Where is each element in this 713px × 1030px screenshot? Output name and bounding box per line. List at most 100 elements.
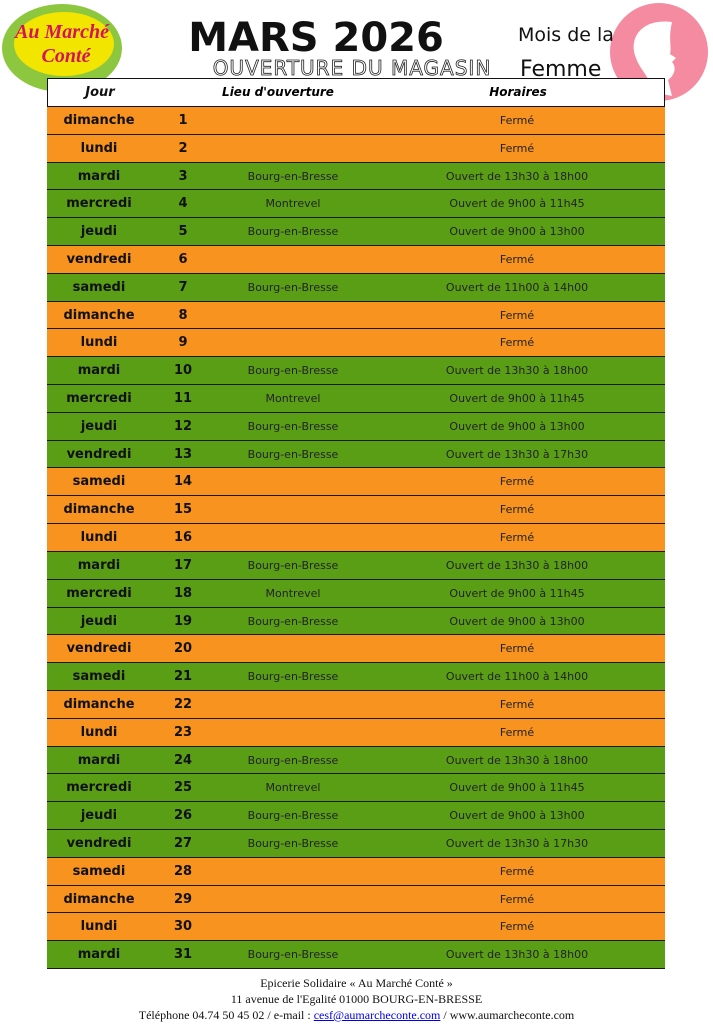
- day-name: mardi: [77, 168, 121, 184]
- hours: Fermé: [499, 141, 535, 155]
- location: Bourg-en-Bresse: [247, 809, 339, 823]
- table-row: samedi 21 Bourg-en-Bresse Ouvert de 11h00 à…: [47, 663, 665, 691]
- hours: Ouvert de 9h00 à 11h45: [449, 392, 585, 406]
- day-number: 3: [178, 168, 188, 184]
- hours: Fermé: [499, 114, 535, 127]
- logo-inner: [14, 12, 114, 76]
- day-number: 5: [178, 224, 188, 240]
- femme-face: [633, 21, 676, 97]
- day-name: vendredi: [66, 641, 132, 657]
- table-row: mardi 10 Bourg-en-Bresse Ouvert de 13h30 à …: [47, 357, 665, 386]
- day-number: 7: [178, 279, 188, 295]
- hours: Fermé: [499, 308, 535, 322]
- column-header: Jour: [85, 85, 115, 100]
- hours: Ouvert de 9h00 à 11h45: [449, 781, 585, 795]
- day-number: 20: [173, 641, 193, 657]
- location: Bourg-en-Bresse: [247, 280, 339, 294]
- location: Montrevel: [265, 197, 321, 211]
- day-number: 8: [178, 307, 188, 323]
- day-name: vendredi: [66, 446, 132, 462]
- day-number: 15: [173, 502, 193, 518]
- day-number: 23: [173, 724, 193, 740]
- table-row: mardi 17 Bourg-en-Bresse Ouvert de 13h30 à …: [47, 551, 665, 580]
- email-link[interactable]: cesf@aumarcheconte.com: [313, 1008, 441, 1022]
- day-name: lundi: [80, 724, 118, 740]
- hours: Ouvert de 9h00 à 11h45: [449, 197, 585, 211]
- subtitle: OUVERTURE DU MAGASIN: [213, 56, 492, 80]
- table-row: mardi 3 Bourg-en-Bresse Ouvert de 13h30 à 1…: [47, 162, 665, 191]
- hours: Fermé: [499, 864, 535, 878]
- column-header: Horaires: [489, 85, 547, 99]
- day-number: 12: [173, 418, 193, 434]
- hours: Fermé: [499, 697, 535, 711]
- day-number: 31: [173, 947, 193, 963]
- day-number: 30: [173, 919, 193, 935]
- table-row: mercredi 18 Montrevel Ouvert de 9h00 à 11h4…: [47, 579, 665, 608]
- day-name: vendredi: [66, 252, 132, 268]
- day-number: 29: [173, 891, 193, 907]
- logo-text: Au Marché: [13, 21, 110, 43]
- table-row: samedi 7 Bourg-en-Bresse Ouvert de 11h00 à …: [47, 273, 665, 302]
- day-number: 26: [173, 808, 193, 824]
- table-row: vendredi 6 Fermé: [47, 246, 665, 274]
- hours: Ouvert de 11h00 à 14h00: [445, 280, 589, 294]
- hours: Ouvert de 13h30 à 17h30: [445, 836, 589, 850]
- table-row: lundi 9 Fermé: [47, 329, 665, 358]
- table-row: mardi 31 Bourg-en-Bresse Ouvert de 13h30 à …: [47, 941, 665, 969]
- day-number: 27: [173, 835, 193, 851]
- day-number: 13: [173, 446, 193, 462]
- day-number: 19: [173, 613, 193, 629]
- day-name: mardi: [77, 363, 121, 379]
- hours: Ouvert de 13h30 à 18h00: [445, 169, 589, 183]
- day-number: 6: [178, 252, 188, 268]
- location: Bourg-en-Bresse: [247, 614, 339, 628]
- hours: Ouvert de 13h30 à 17h30: [445, 447, 589, 461]
- table-header: Jour Lieu d'ouverture Horaires: [47, 78, 665, 107]
- location: Bourg-en-Bresse: [247, 225, 339, 239]
- day-number: 9: [178, 335, 188, 351]
- day-name: lundi: [80, 919, 118, 935]
- day-number: 10: [173, 363, 193, 379]
- location: Bourg-en-Bresse: [247, 948, 339, 962]
- day-name: mercredi: [66, 585, 132, 601]
- table-row: mercredi 4 Montrevel Ouvert de 9h00 à 11h45: [47, 190, 665, 219]
- day-name: dimanche: [63, 307, 135, 323]
- footer-line: 11 avenue de l'Egalité 01000 BOURG-EN-BR…: [230, 992, 483, 1006]
- day-number: 1: [178, 113, 188, 128]
- header-graphics: Au Marché Conté MARS 2026 OUVERTURE DU M…: [2, 3, 708, 101]
- theme: Mois de la: [518, 24, 614, 46]
- day-name: lundi: [80, 335, 118, 351]
- table-row: mardi 24 Bourg-en-Bresse Ouvert de 13h30 à …: [47, 746, 665, 775]
- table-row: lundi 16 Fermé: [47, 524, 665, 552]
- day-name: lundi: [80, 530, 118, 546]
- location: Bourg-en-Bresse: [247, 753, 339, 767]
- table-row: jeudi 5 Bourg-en-Bresse Ouvert de 9h00 à 13…: [47, 218, 665, 247]
- table-row: dimanche 1 Fermé: [47, 107, 665, 135]
- day-number: 18: [173, 585, 193, 601]
- table-row: lundi 30 Fermé: [47, 913, 665, 942]
- table-row: dimanche 22 Fermé: [47, 690, 665, 719]
- day-name: dimanche: [63, 113, 135, 128]
- table-row: vendredi 13 Bourg-en-Bresse Ouvert de 13h30…: [47, 440, 665, 469]
- day-name: samedi: [72, 863, 126, 879]
- table-row: vendredi 20 Fermé: [47, 635, 665, 664]
- title: MARS 2026: [188, 15, 444, 61]
- location: Bourg-en-Bresse: [247, 419, 339, 433]
- hours: Ouvert de 11h00 à 14h00: [445, 670, 589, 684]
- table-row: jeudi 26 Bourg-en-Bresse Ouvert de 9h00 à 1…: [47, 802, 665, 830]
- day-name: samedi: [72, 279, 126, 295]
- day-name: mardi: [77, 752, 121, 768]
- location: Bourg-en-Bresse: [247, 558, 339, 572]
- hours: Fermé: [499, 336, 535, 350]
- location: Bourg-en-Bresse: [247, 447, 339, 461]
- footer-contact: Téléphone 04.74 50 45 02 / e-mail : cesf…: [0, 1008, 713, 1023]
- table-row: dimanche 8 Fermé: [47, 301, 665, 330]
- day-number: 11: [173, 391, 193, 407]
- day-name: mercredi: [66, 780, 132, 796]
- hours: Fermé: [499, 642, 535, 656]
- table-row: mercredi 25 Montrevel Ouvert de 9h00 à 11h4…: [47, 774, 665, 803]
- day-number: 22: [173, 696, 193, 712]
- table-row: lundi 2 Fermé: [47, 134, 665, 163]
- day-name: lundi: [80, 140, 118, 156]
